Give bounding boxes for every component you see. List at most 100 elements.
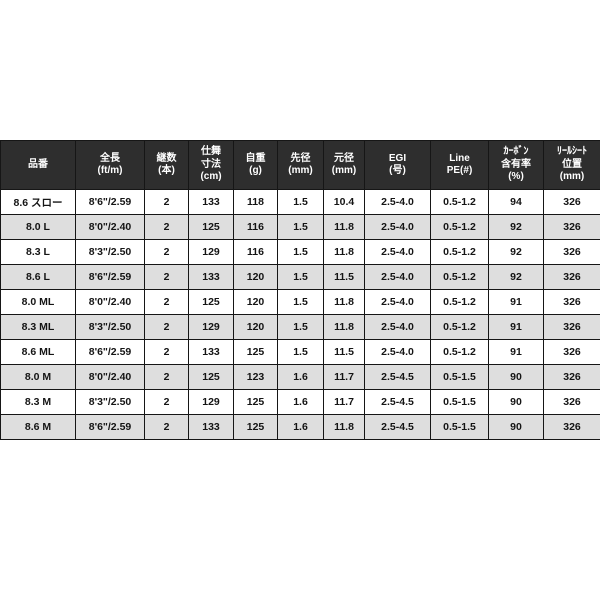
column-header-line: 元径 <box>334 152 354 164</box>
column-header-tip-diameter: 先径 (mm) <box>277 140 324 190</box>
cell-line-pe: 0.5-1.2 <box>430 264 489 290</box>
table-row: 8.0 M 8'0"/2.40 2 125 123 1.6 11.7 2.5-4.5 0.5-1… <box>0 364 600 390</box>
cell-carbon-content: 92 <box>488 239 544 265</box>
cell-line-pe: 0.5-1.5 <box>430 389 489 415</box>
cell-egi-size: 2.5-4.5 <box>364 389 431 415</box>
cell-reel-seat-position: 326 <box>543 239 600 265</box>
cell-tip-diameter: 1.6 <box>277 414 324 440</box>
cell-closed-length: 125 <box>188 214 234 240</box>
cell-self-weight: 125 <box>233 414 278 440</box>
cell-carbon-content: 90 <box>488 389 544 415</box>
rod-spec-table: 品番 全長 (ft/m) 継数 (本) 仕舞 寸法 (cm) 自重 (g) 先径 (mm) 元径 (mm)… <box>0 140 600 440</box>
column-header-reel-seat-position: ﾘｰﾙｼｰﾄ 位置 (mm) <box>543 140 600 190</box>
table-row: 8.0 ML 8'0"/2.40 2 125 120 1.5 11.8 2.5-4.0 0.5-… <box>0 289 600 315</box>
cell-line-pe: 0.5-1.5 <box>430 364 489 390</box>
column-header-line: 品番 <box>28 158 48 170</box>
cell-butt-diameter: 11.5 <box>323 339 365 365</box>
table-row: 8.6 L 8'6"/2.59 2 133 120 1.5 11.5 2.5-4.0 0.5-1… <box>0 264 600 290</box>
cell-reel-seat-position: 326 <box>543 339 600 365</box>
cell-egi-size: 2.5-4.5 <box>364 414 431 440</box>
column-header-line: (g) <box>249 165 262 176</box>
cell-full-length: 8'3"/2.50 <box>75 389 145 415</box>
column-header-butt-diameter: 元径 (mm) <box>323 140 365 190</box>
column-header-line: 全長 <box>100 152 120 164</box>
column-header-line: 寸法 <box>201 158 221 170</box>
cell-tip-diameter: 1.5 <box>277 289 324 315</box>
spec-table-head: 品番 全長 (ft/m) 継数 (本) 仕舞 寸法 (cm) 自重 (g) 先径 (mm) 元径 (mm)… <box>0 140 600 190</box>
cell-egi-size: 2.5-4.0 <box>364 289 431 315</box>
cell-reel-seat-position: 326 <box>543 189 600 215</box>
cell-carbon-content: 91 <box>488 339 544 365</box>
cell-butt-diameter: 11.8 <box>323 239 365 265</box>
cell-model: 8.6 スロー <box>0 189 76 215</box>
cell-sections: 2 <box>144 339 189 365</box>
cell-butt-diameter: 11.8 <box>323 414 365 440</box>
cell-model: 8.3 ML <box>0 314 76 340</box>
column-header-full-length: 全長 (ft/m) <box>75 140 145 190</box>
cell-tip-diameter: 1.5 <box>277 339 324 365</box>
cell-self-weight: 116 <box>233 239 278 265</box>
cell-butt-diameter: 11.8 <box>323 314 365 340</box>
column-header-carbon-content: ｶｰﾎﾞﾝ 含有率 (%) <box>488 140 544 190</box>
cell-closed-length: 129 <box>188 239 234 265</box>
cell-reel-seat-position: 326 <box>543 314 600 340</box>
column-header-line: (mm) <box>331 165 357 176</box>
cell-closed-length: 133 <box>188 264 234 290</box>
cell-closed-length: 133 <box>188 189 234 215</box>
cell-line-pe: 0.5-1.2 <box>430 189 489 215</box>
table-row: 8.3 L 8'3"/2.50 2 129 116 1.5 11.8 2.5-4.0 0.5-1… <box>0 239 600 265</box>
cell-model: 8.3 M <box>0 389 76 415</box>
cell-tip-diameter: 1.5 <box>277 214 324 240</box>
cell-butt-diameter: 11.8 <box>323 289 365 315</box>
cell-self-weight: 125 <box>233 339 278 365</box>
cell-model: 8.0 L <box>0 214 76 240</box>
cell-egi-size: 2.5-4.0 <box>364 314 431 340</box>
cell-sections: 2 <box>144 364 189 390</box>
cell-self-weight: 120 <box>233 264 278 290</box>
cell-full-length: 8'6"/2.59 <box>75 189 145 215</box>
column-header-line: 含有率 <box>501 158 531 170</box>
cell-self-weight: 125 <box>233 389 278 415</box>
column-header-line: (%) <box>508 171 524 183</box>
cell-self-weight: 120 <box>233 289 278 315</box>
cell-carbon-content: 90 <box>488 414 544 440</box>
cell-butt-diameter: 11.5 <box>323 264 365 290</box>
cell-egi-size: 2.5-4.0 <box>364 214 431 240</box>
column-header-closed-length: 仕舞 寸法 (cm) <box>188 140 234 190</box>
header-row: 品番 全長 (ft/m) 継数 (本) 仕舞 寸法 (cm) 自重 (g) 先径 (mm) 元径 (mm)… <box>0 140 600 190</box>
cell-closed-length: 133 <box>188 414 234 440</box>
cell-egi-size: 2.5-4.0 <box>364 239 431 265</box>
cell-sections: 2 <box>144 189 189 215</box>
cell-self-weight: 123 <box>233 364 278 390</box>
cell-carbon-content: 91 <box>488 314 544 340</box>
cell-model: 8.0 ML <box>0 289 76 315</box>
cell-butt-diameter: 10.4 <box>323 189 365 215</box>
column-header-line: Line <box>449 152 470 164</box>
table-row: 8.3 M 8'3"/2.50 2 129 125 1.6 11.7 2.5-4.5 0.5-1… <box>0 389 600 415</box>
cell-tip-diameter: 1.5 <box>277 264 324 290</box>
spec-table-body: 8.6 スロー 8'6"/2.59 2 133 118 1.5 10.4 2.5-4.0 0.5… <box>0 189 600 440</box>
column-header-sections: 継数 (本) <box>144 140 189 190</box>
column-header-line: (mm) <box>559 171 585 183</box>
column-header-line: EGI <box>388 152 407 164</box>
cell-model: 8.6 M <box>0 414 76 440</box>
column-header-line: 自重 <box>245 152 266 164</box>
cell-egi-size: 2.5-4.0 <box>364 264 431 290</box>
cell-butt-diameter: 11.7 <box>323 364 365 390</box>
column-header-line: (cm) <box>200 171 222 183</box>
cell-line-pe: 0.5-1.2 <box>430 314 489 340</box>
cell-closed-length: 125 <box>188 289 234 315</box>
column-header-line: (本) <box>158 165 175 176</box>
column-header-line: PE(#) <box>446 165 473 176</box>
column-header-line: 継数 <box>156 152 177 164</box>
cell-full-length: 8'0"/2.40 <box>75 214 145 240</box>
cell-closed-length: 129 <box>188 389 234 415</box>
cell-reel-seat-position: 326 <box>543 214 600 240</box>
column-header-self-weight: 自重 (g) <box>233 140 278 190</box>
cell-reel-seat-position: 326 <box>543 414 600 440</box>
cell-carbon-content: 94 <box>488 189 544 215</box>
cell-line-pe: 0.5-1.2 <box>430 214 489 240</box>
cell-line-pe: 0.5-1.5 <box>430 414 489 440</box>
cell-carbon-content: 91 <box>488 289 544 315</box>
